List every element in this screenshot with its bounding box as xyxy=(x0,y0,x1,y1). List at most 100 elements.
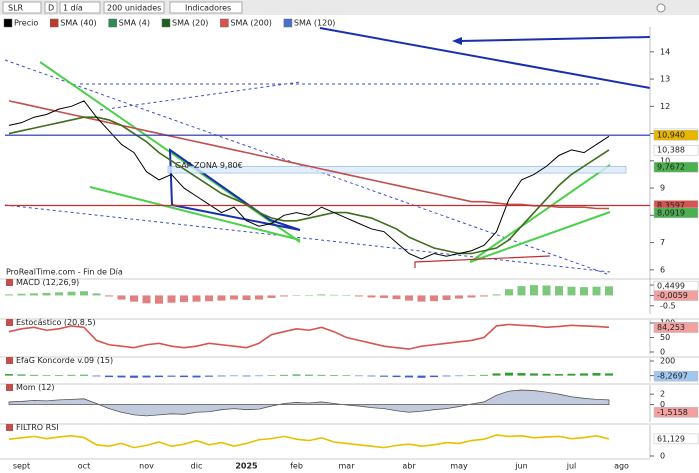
value-label-box xyxy=(653,207,699,219)
bar xyxy=(130,295,138,302)
trendline xyxy=(89,186,301,241)
bar xyxy=(530,285,538,296)
bar xyxy=(592,286,601,296)
bar xyxy=(567,373,576,376)
bar xyxy=(217,375,226,377)
bar xyxy=(80,374,88,376)
bar xyxy=(292,295,301,296)
y-tick-label: 13 xyxy=(660,75,670,84)
period[interactable]: 1 día xyxy=(63,4,83,13)
bar xyxy=(455,295,463,299)
value-label: 10,388 xyxy=(657,146,685,155)
bar xyxy=(405,375,413,378)
legend-swatch xyxy=(161,18,171,28)
panel-icon xyxy=(6,384,13,391)
bar xyxy=(330,375,338,376)
bar xyxy=(367,295,376,298)
bar xyxy=(555,374,563,376)
bar xyxy=(342,295,351,296)
bar xyxy=(217,295,226,301)
value-label-box xyxy=(653,370,699,382)
bar xyxy=(205,375,213,377)
bar xyxy=(255,375,263,377)
area xyxy=(8,389,610,417)
bar xyxy=(242,295,251,300)
bar xyxy=(155,295,163,304)
bar xyxy=(192,295,201,302)
units[interactable]: 200 unidades xyxy=(107,4,161,13)
series-line xyxy=(8,116,610,255)
period-box[interactable] xyxy=(59,1,101,14)
legend-label: SMA (4) xyxy=(119,19,150,28)
bar xyxy=(130,375,138,378)
bar xyxy=(392,375,401,378)
bar xyxy=(155,375,163,378)
x-tick-label: jun xyxy=(514,462,527,471)
panel-title: EfaG Koncorde v.09 (15) xyxy=(16,356,113,365)
mode[interactable]: D xyxy=(48,4,54,13)
bar xyxy=(280,295,288,297)
indicators-box[interactable] xyxy=(169,1,243,14)
panel-title: FILTRO RSI xyxy=(16,423,59,432)
value-label-box xyxy=(653,290,699,301)
bar xyxy=(17,374,26,376)
bar xyxy=(480,374,488,376)
legend-label: SMA (200) xyxy=(230,19,272,28)
indicators[interactable]: Indicadores xyxy=(185,4,231,13)
bar xyxy=(492,294,501,296)
bar xyxy=(605,286,613,296)
bar xyxy=(55,375,63,376)
x-tick-label: may xyxy=(450,462,468,471)
y-tick-label: 0 xyxy=(660,400,665,409)
x-tick-label: nov xyxy=(139,462,154,471)
value-label: 9,7672 xyxy=(657,163,685,172)
value-label: 8,3597 xyxy=(657,201,685,210)
bar xyxy=(542,373,551,376)
gap-label: GAP ZONA 9,80€ xyxy=(175,161,243,170)
bar xyxy=(267,295,276,298)
bar xyxy=(505,372,513,376)
bar xyxy=(417,375,426,378)
trendline xyxy=(319,27,651,89)
y-tick-label: 0 xyxy=(660,348,665,357)
trendline xyxy=(469,164,611,263)
triangle xyxy=(414,255,551,268)
arrow xyxy=(459,36,651,42)
bar xyxy=(317,294,326,296)
y-tick-label: -0.5 xyxy=(660,301,676,310)
bar xyxy=(280,374,288,376)
bar xyxy=(42,292,51,296)
settings-icon[interactable] xyxy=(656,3,666,13)
y-tick-label: 12 xyxy=(660,102,670,111)
bar xyxy=(5,374,13,376)
bar xyxy=(167,375,176,377)
value-label: -1,5158 xyxy=(657,408,688,417)
symbol-box[interactable] xyxy=(2,1,42,14)
x-tick-label: feb xyxy=(290,462,303,471)
bar xyxy=(342,375,351,376)
bar xyxy=(417,295,426,302)
y-tick-label: 14 xyxy=(660,47,670,56)
bar xyxy=(367,375,376,377)
bar xyxy=(67,374,76,376)
bar xyxy=(117,375,126,378)
bar xyxy=(467,375,476,376)
value-label: 61,129 xyxy=(657,434,685,443)
units-box[interactable] xyxy=(103,1,165,14)
symbol[interactable]: SLR xyxy=(8,4,24,13)
bar xyxy=(555,286,563,296)
y-tick-label: 200 xyxy=(660,357,675,366)
mode-box[interactable] xyxy=(44,1,58,14)
value-label-box xyxy=(653,161,699,173)
bar xyxy=(117,295,126,300)
legend-swatch xyxy=(108,18,117,28)
bar xyxy=(517,286,526,296)
y-tick-label: 9 xyxy=(660,184,665,193)
y-tick-label: 2 xyxy=(660,390,665,399)
bar xyxy=(292,374,301,376)
source-label: ProRealTime.com - Fin de Día xyxy=(6,268,123,277)
bar xyxy=(405,295,413,301)
bar xyxy=(30,374,38,376)
bar xyxy=(167,295,176,303)
bar xyxy=(592,373,601,376)
